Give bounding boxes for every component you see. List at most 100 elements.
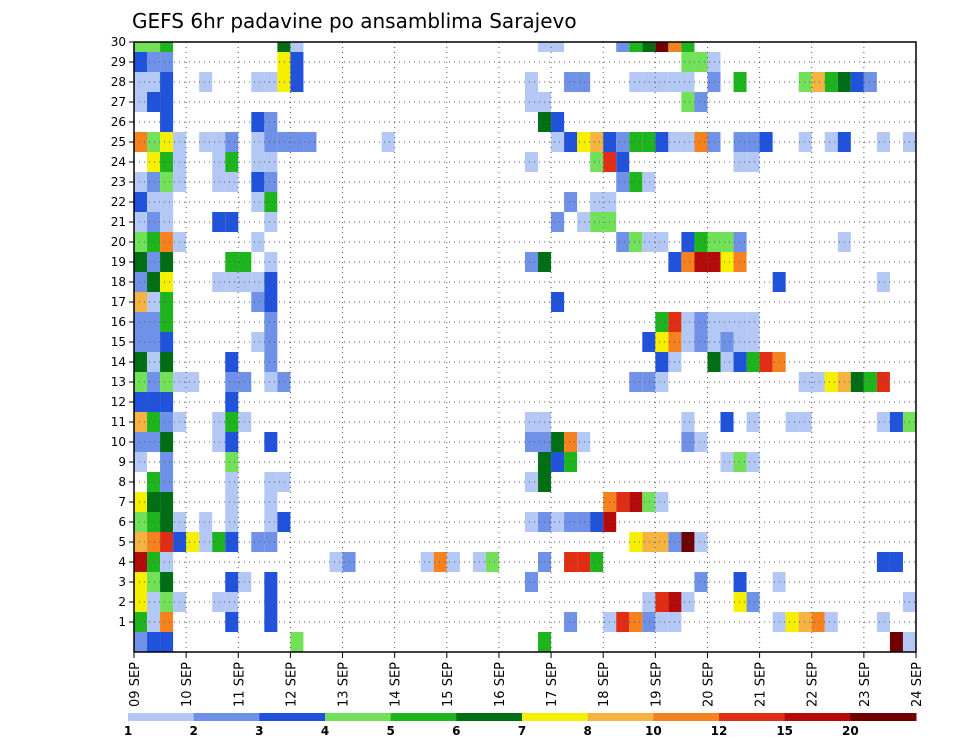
data-cell [525, 252, 539, 272]
data-cell [720, 312, 734, 332]
data-cell [642, 492, 656, 512]
data-cell [655, 42, 669, 52]
data-cell [264, 372, 278, 392]
x-tick-label: 14 SEP [389, 662, 404, 707]
data-cell [681, 232, 695, 252]
x-tick-label: 20 SEP [701, 662, 716, 707]
data-cell [147, 372, 161, 392]
data-cell [212, 532, 226, 552]
data-cell [616, 152, 630, 172]
data-cell [160, 52, 174, 72]
data-cell [525, 92, 539, 112]
data-cell [668, 42, 682, 52]
data-cell [264, 172, 278, 192]
y-tick-label: 10 [111, 435, 126, 449]
data-cell [707, 252, 721, 272]
data-cell [264, 252, 278, 272]
y-tick-label: 8 [118, 475, 126, 489]
data-cell [277, 472, 291, 492]
data-cell [225, 212, 239, 232]
data-cell [590, 552, 604, 572]
data-cell [251, 232, 265, 252]
data-cell [642, 132, 656, 152]
data-cell [264, 512, 278, 532]
data-cell [733, 572, 747, 592]
data-cell [629, 492, 643, 512]
data-cell [538, 42, 552, 52]
data-cell [160, 312, 174, 332]
data-cell [902, 632, 916, 652]
data-cell [629, 72, 643, 92]
data-cell [134, 232, 148, 252]
x-axis: 09 SEP 10 SEP 11 SEP 12 SEP 13 SEP 14 SEP 15 S… [128, 652, 925, 707]
data-cell [746, 592, 760, 612]
data-cell [707, 232, 721, 252]
data-cell [863, 372, 877, 392]
data-cell [264, 492, 278, 512]
y-tick-label: 30 [111, 35, 126, 49]
data-cell [720, 452, 734, 472]
data-cell [564, 72, 578, 92]
data-cell [147, 472, 161, 492]
data-cell [264, 612, 278, 632]
data-cell [577, 72, 591, 92]
data-cell [811, 72, 825, 92]
data-cell [590, 512, 604, 532]
y-tick-label: 28 [111, 75, 126, 89]
data-cell [160, 92, 174, 112]
data-cell [160, 292, 174, 312]
data-cell [264, 132, 278, 152]
data-cell [694, 332, 708, 352]
data-cell [655, 352, 669, 372]
data-cell [798, 372, 812, 392]
data-cell [707, 132, 721, 152]
data-cell [264, 592, 278, 612]
data-cell [655, 372, 669, 392]
data-cell [134, 552, 148, 572]
data-cell [629, 132, 643, 152]
data-cell [551, 112, 565, 132]
data-cell [824, 72, 838, 92]
data-cell [746, 352, 760, 372]
data-cell [381, 132, 395, 152]
y-tick-label: 4 [118, 555, 126, 569]
y-tick-label: 1 [118, 615, 126, 629]
colorbar-swatch [784, 713, 851, 721]
data-cell [655, 332, 669, 352]
x-tick-label: 15 SEP [441, 662, 456, 707]
y-tick-label: 26 [111, 115, 126, 129]
data-cell [277, 132, 291, 152]
data-cell [655, 492, 669, 512]
data-cell [329, 552, 343, 572]
data-cell [160, 612, 174, 632]
data-cell [147, 92, 161, 112]
data-cell [212, 432, 226, 452]
data-cell [525, 412, 539, 432]
data-cell [147, 292, 161, 312]
data-cell [642, 612, 656, 632]
data-cell [134, 612, 148, 632]
data-cell [147, 152, 161, 172]
data-cell [733, 312, 747, 332]
data-cell [655, 532, 669, 552]
data-cell [525, 572, 539, 592]
data-cell [485, 552, 499, 572]
data-cell [290, 632, 304, 652]
data-cell [564, 452, 578, 472]
data-cell [160, 252, 174, 272]
data-cell [147, 512, 161, 532]
y-tick-label: 7 [118, 495, 126, 509]
data-cell [525, 152, 539, 172]
data-cell [577, 132, 591, 152]
data-cell [212, 212, 226, 232]
data-cell [720, 232, 734, 252]
data-cell [785, 612, 799, 632]
data-cell [147, 252, 161, 272]
data-cell [225, 172, 239, 192]
data-cell [147, 212, 161, 232]
data-cell [694, 232, 708, 252]
data-cell [251, 172, 265, 192]
data-cell [876, 552, 890, 572]
data-cell [798, 412, 812, 432]
